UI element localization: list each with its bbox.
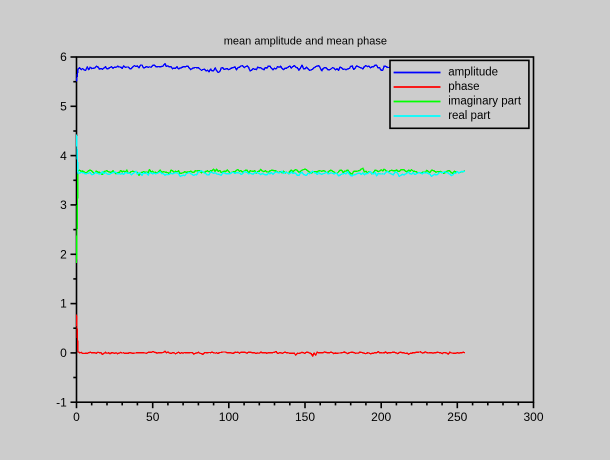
svg-text:mean amplitude and mean phase: mean amplitude and mean phase (224, 35, 387, 47)
svg-text:0: 0 (60, 346, 67, 360)
svg-text:3: 3 (60, 198, 67, 212)
svg-text:200: 200 (371, 410, 391, 424)
svg-text:1: 1 (60, 297, 67, 311)
svg-text:4: 4 (60, 149, 67, 163)
svg-text:-1: -1 (56, 395, 67, 409)
svg-text:100: 100 (219, 410, 239, 424)
svg-text:phase: phase (448, 81, 479, 93)
svg-text:150: 150 (295, 410, 315, 424)
svg-text:2: 2 (60, 247, 67, 261)
svg-text:250: 250 (447, 410, 467, 424)
svg-text:50: 50 (146, 410, 160, 424)
svg-text:0: 0 (73, 410, 80, 424)
svg-text:real part: real part (448, 110, 491, 122)
svg-text:imaginary part: imaginary part (448, 96, 522, 108)
svg-text:6: 6 (60, 50, 67, 64)
svg-text:5: 5 (60, 100, 67, 114)
svg-text:amplitude: amplitude (448, 67, 498, 79)
svg-text:300: 300 (523, 410, 543, 424)
